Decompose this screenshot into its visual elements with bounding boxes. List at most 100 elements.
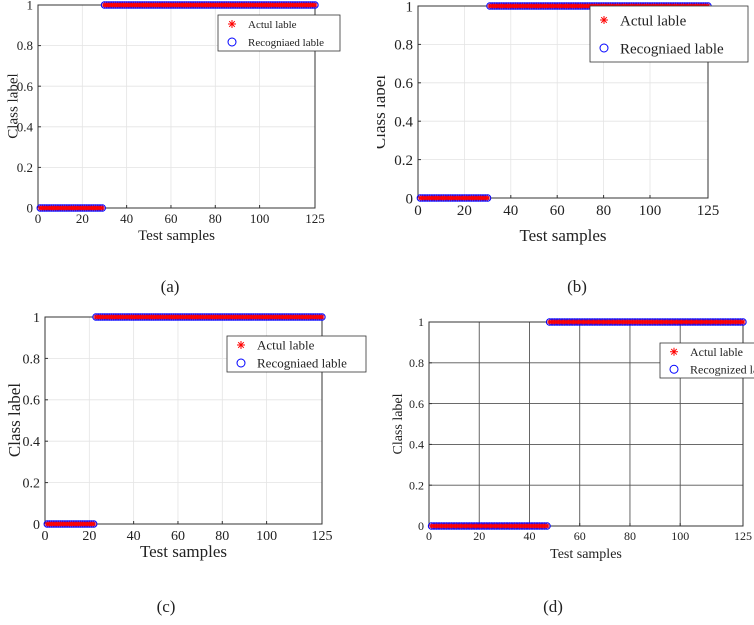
x-tick-label: 0 [414,203,422,219]
legend-circle-icon [227,37,237,47]
legend-label: Recogniaed lable [248,37,324,49]
y-tick-label: 0 [418,519,424,533]
y-tick-label: 1 [33,311,40,326]
data-point-actual [544,523,550,529]
x-tick-label: 40 [127,529,141,544]
x-tick-label: 0 [42,529,49,544]
y-tick-label: 0.6 [409,397,424,411]
star-stroke [319,314,325,320]
x-axis-label: Test samples [519,226,606,245]
legend-label: Recogniaed lable [257,356,347,371]
y-tick-label: 0.8 [409,356,424,370]
legend: Actul lable Recogniaed lable [226,335,367,373]
legend-circle-icon [599,43,609,53]
y-axis-label: Class label [377,75,389,149]
star-stroke [228,20,236,28]
x-tick-label: 20 [457,203,472,219]
y-tick-label: 0 [27,201,34,216]
x-axis-label: Test samples [140,542,227,561]
legend-star-icon [228,20,236,28]
y-tick-label: 0.6 [17,79,34,94]
x-tick-label: 125 [305,211,325,226]
panel-caption: (c) [157,597,176,616]
chart-a: 0 20 40 60 80 100 125 0 0.2 0.4 0.6 0.8 1 Test sample… [5,0,341,296]
y-tick-label: 1 [406,0,414,15]
x-tick-label: 20 [76,211,89,226]
chart-c: 0 20 40 60 80 100 125 0 0.2 0.4 0.6 0.8 1 Test sample… [5,311,367,616]
x-tick-label: 0 [426,529,432,543]
star-stroke [600,16,608,24]
y-axis-label: Class label [391,393,406,454]
x-tick-label: 60 [164,211,177,226]
x-tick-label: 20 [473,529,485,543]
y-tick-label: 1 [27,0,34,13]
y-tick-label: 0.2 [409,478,424,492]
legend: Actul lable Recognized lable [659,342,754,379]
star-stroke [100,205,105,211]
y-axis-label: Class label [5,73,21,138]
x-axis-label: Test samples [550,547,622,562]
y-tick-label: 0 [406,191,414,207]
legend-star-icon [237,341,245,349]
chart-d: 0 20 40 60 80 100 125 0 0.2 0.4 0.6 0.8 1 Test sample… [391,315,754,616]
star-stroke [670,348,678,355]
legend-label: Actul lable [620,13,687,29]
x-tick-label: 80 [624,529,636,543]
x-tick-label: 40 [503,203,518,219]
x-tick-label: 125 [312,529,333,544]
x-tick-label: 60 [171,529,185,544]
x-tick-label: 80 [209,211,222,226]
legend-label: Recognized lable [690,362,754,376]
legend-star-icon [670,347,678,356]
legend-circle-icon [236,358,246,368]
data-point-actual [99,205,105,211]
legend-star-icon [600,16,608,24]
x-axis-label: Test samples [138,228,215,244]
x-tick-label: 100 [639,203,662,219]
y-tick-label: 0.6 [23,394,41,409]
y-tick-label: 0.8 [17,38,33,53]
legend-label: Actul lable [257,338,315,353]
x-tick-label: 40 [120,211,133,226]
legend-box [226,335,367,373]
y-axis-label: Class label [5,383,24,457]
star-stroke [544,523,550,529]
data-point-actual [319,314,325,320]
y-tick-label: 0.2 [23,477,41,492]
legend: Actul lable Recogniaed lable [589,5,749,63]
star-stroke [237,341,245,349]
y-tick-label: 0.6 [394,76,413,92]
x-tick-label: 100 [671,529,689,543]
legend: Actul lable Recogniaed lable [217,14,341,52]
star-stroke [485,195,490,201]
x-tick-label: 100 [250,211,270,226]
panel-caption: (a) [161,277,180,296]
panel-c: 0 20 40 60 80 100 125 0 0.2 0.4 0.6 0.8 1 Test sample… [0,310,377,625]
legend-label: Recogniaed lable [620,41,724,57]
x-tick-label: 0 [35,211,42,226]
y-tick-label: 0.8 [23,352,41,367]
legend-label: Actul lable [690,345,743,359]
panel-d: 0 20 40 60 80 100 125 0 0.2 0.4 0.6 0.8 1 Test sample… [377,310,754,625]
legend-box [217,14,341,52]
x-tick-label: 80 [596,203,611,219]
y-tick-label: 0.4 [17,119,34,134]
star-stroke [91,521,96,527]
y-tick-label: 0.2 [17,160,33,175]
panel-a: 0 20 40 60 80 100 125 0 0.2 0.4 0.6 0.8 1 Test sample… [0,0,377,315]
x-tick-label: 100 [256,529,277,544]
y-tick-label: 0.4 [23,435,41,450]
x-tick-label: 80 [215,529,229,544]
y-tick-label: 1 [418,315,424,329]
x-tick-label: 20 [82,529,96,544]
star-stroke [740,319,746,325]
legend-box [589,5,749,63]
panel-caption: (d) [543,597,563,616]
x-tick-label: 60 [550,203,565,219]
data-point-actual [91,521,97,527]
chart-b: 0 20 40 60 80 100 125 0 0.2 0.4 0.6 0.8 1 Test sample… [370,0,749,296]
y-tick-label: 0.4 [394,114,413,130]
y-tick-label: 0.8 [394,38,413,54]
y-tick-label: 0.4 [409,438,424,452]
data-point-actual [740,319,746,325]
